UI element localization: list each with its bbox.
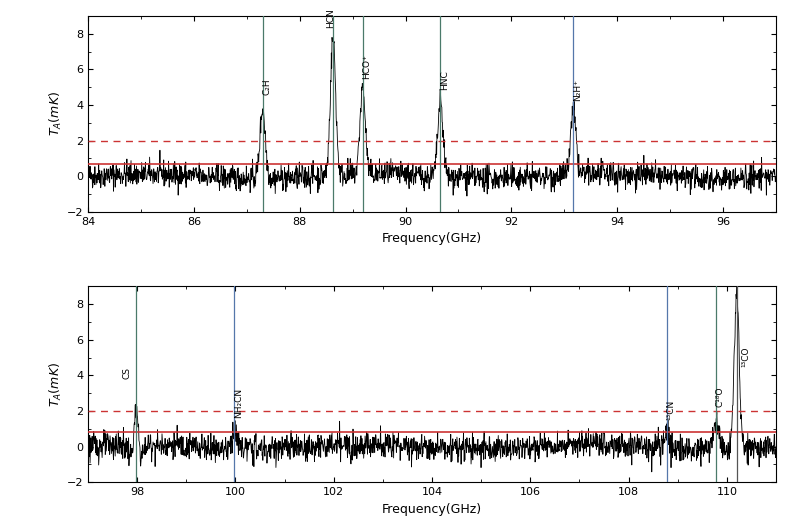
X-axis label: Frequency(GHz): Frequency(GHz): [382, 503, 482, 516]
Text: HCO⁺: HCO⁺: [362, 55, 371, 79]
Text: C₂H: C₂H: [262, 78, 271, 95]
Text: HNC: HNC: [440, 70, 450, 91]
X-axis label: Frequency(GHz): Frequency(GHz): [382, 232, 482, 245]
Y-axis label: $T_A$$(mK)$: $T_A$$(mK)$: [48, 362, 64, 407]
Text: NH₂CN: NH₂CN: [234, 387, 243, 418]
Text: ¹³CO: ¹³CO: [741, 346, 750, 367]
Text: ¹³CN: ¹³CN: [666, 399, 675, 420]
Text: N₂H⁺: N₂H⁺: [573, 79, 582, 101]
Text: C¹⁸O: C¹⁸O: [715, 386, 725, 407]
Text: CS: CS: [123, 367, 132, 379]
Text: HCN: HCN: [326, 8, 335, 28]
Y-axis label: $T_A$$(mK)$: $T_A$$(mK)$: [48, 91, 64, 136]
